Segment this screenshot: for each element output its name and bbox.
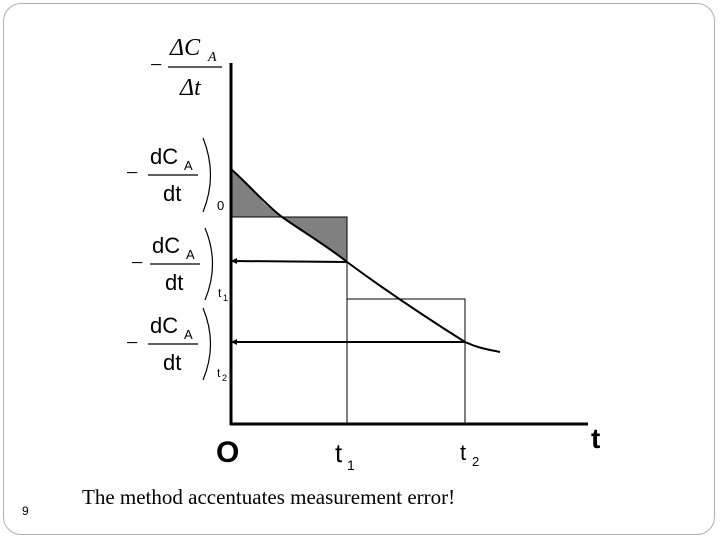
d2-point: t [217,366,221,380]
d0-minus: − [126,160,138,185]
slide-number: 9 [22,504,29,518]
t1-label-sub: 1 [347,457,355,473]
d0-numerator: dC [150,144,178,169]
interval-rect-2 [346,298,466,425]
d1-point-sub: 1 [223,293,228,303]
t2-label: t [460,440,466,465]
d2-numerator: dC [150,313,178,338]
arrow-line-t1 [232,260,348,263]
origin-label: O [216,436,239,469]
d1-denominator: dt [165,270,183,295]
d0-numerator-sub: A [184,158,193,173]
derivative-label-0: − dC A dt 0 [126,137,224,213]
d1-point: t [218,286,222,300]
y-axis-label: − ΔC A Δt [150,35,222,101]
arrow-head-t2 [231,339,237,345]
d1-numerator: dC [152,233,180,258]
d2-minus: − [126,330,138,355]
caption: The method accentuates measurement error… [82,485,456,509]
d0-paren [202,137,212,213]
d1-numerator-sub: A [186,247,195,262]
d0-point: 0 [217,198,224,213]
y-label-numerator-sub: A [207,50,217,65]
concentration-rate-curve [230,168,501,353]
d1-minus: − [131,250,143,275]
y-label-numerator: ΔC [169,35,201,61]
y-label-denominator: Δt [179,75,202,101]
d0-denominator: dt [163,181,181,206]
shaded-error-region-2 [282,217,347,262]
d2-paren [202,307,212,381]
d2-denominator: dt [163,350,181,375]
d1-paren [204,227,214,301]
d2-numerator-sub: A [184,327,193,342]
arrow-head-t1 [231,258,237,264]
x-axis-label: t [591,423,600,454]
t2-label-sub: 2 [472,454,479,469]
d2-point-sub: 2 [222,373,227,383]
derivative-label-t1: − dC A dt t 1 [131,227,228,303]
y-label-minus: − [150,52,162,77]
slide-frame [3,3,715,535]
derivative-label-t2: − dC A dt t 2 [126,307,227,383]
t1-label: t [335,438,343,468]
